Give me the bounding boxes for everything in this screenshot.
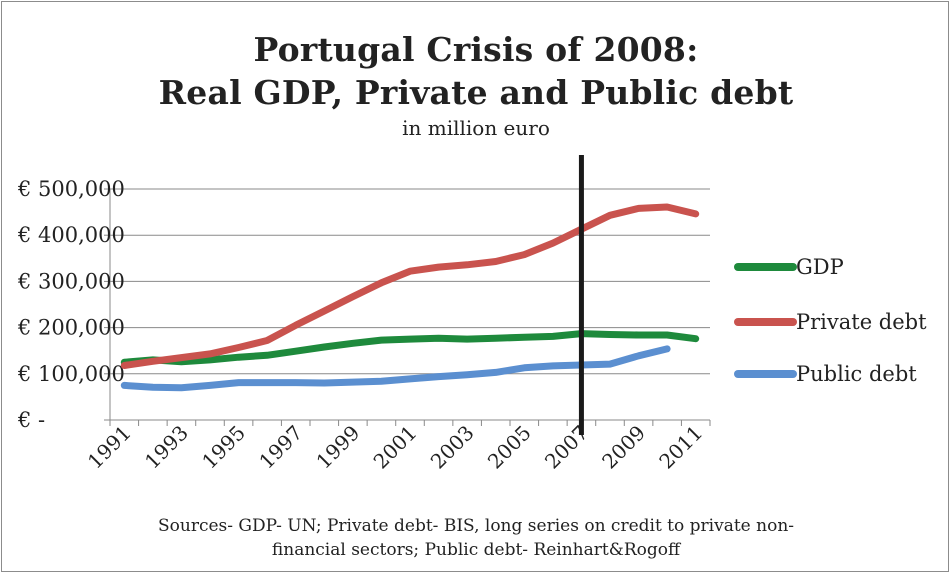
y-tick-label: € 500,000 [17, 177, 125, 201]
y-tick-labels: € - € 100,000 € 200,000 € 300,000 € 400,000 €… [17, 177, 125, 432]
x-tick-labels: 1991 1993 1995 1997 1999 2001 2003 2005 2007 2009… [83, 421, 707, 474]
x-tick-label: 2009 [597, 421, 650, 474]
x-tick-label: 2003 [426, 421, 479, 474]
legend-label: Public debt [796, 362, 917, 386]
legend: GDP Private debt Public debt [734, 255, 927, 386]
series-lines [120, 203, 700, 392]
x-tick-label: 2005 [483, 421, 536, 474]
x-tick-label: 2001 [369, 421, 422, 474]
y-tick-label: € - [17, 408, 45, 432]
series-line-gdp [120, 330, 700, 366]
x-tick-label: 1995 [197, 421, 250, 474]
x-tick-label: 2011 [654, 421, 707, 474]
axes [104, 188, 711, 426]
chart-title-line-1: Portugal Crisis of 2008: [253, 30, 699, 69]
x-tick-label: 2007 [540, 421, 593, 474]
x-tick-label: 1999 [311, 421, 364, 474]
chart-subtitle: in million euro [402, 116, 550, 140]
chart-title-line-2: Real GDP, Private and Public debt [158, 73, 794, 112]
x-tick-label: 1991 [83, 421, 136, 474]
y-tick-label: € 300,000 [17, 269, 125, 293]
series-line-public-debt [120, 345, 671, 392]
x-tick-label: 1997 [254, 421, 307, 474]
y-tick-label: € 100,000 [17, 362, 125, 386]
y-tick-label: € 200,000 [17, 316, 125, 340]
legend-label: Private debt [796, 310, 927, 334]
x-tick-label: 1993 [140, 421, 193, 474]
source-note-line-1: Sources- GDP- UN; Private debt- BIS, lon… [157, 516, 795, 536]
source-note-line-2: financial sectors; Public debt- Reinhart… [271, 540, 681, 560]
y-tick-label: € 400,000 [17, 223, 125, 247]
legend-label: GDP [796, 255, 844, 279]
series-line-private-debt [120, 203, 700, 369]
gridlines [110, 188, 710, 375]
